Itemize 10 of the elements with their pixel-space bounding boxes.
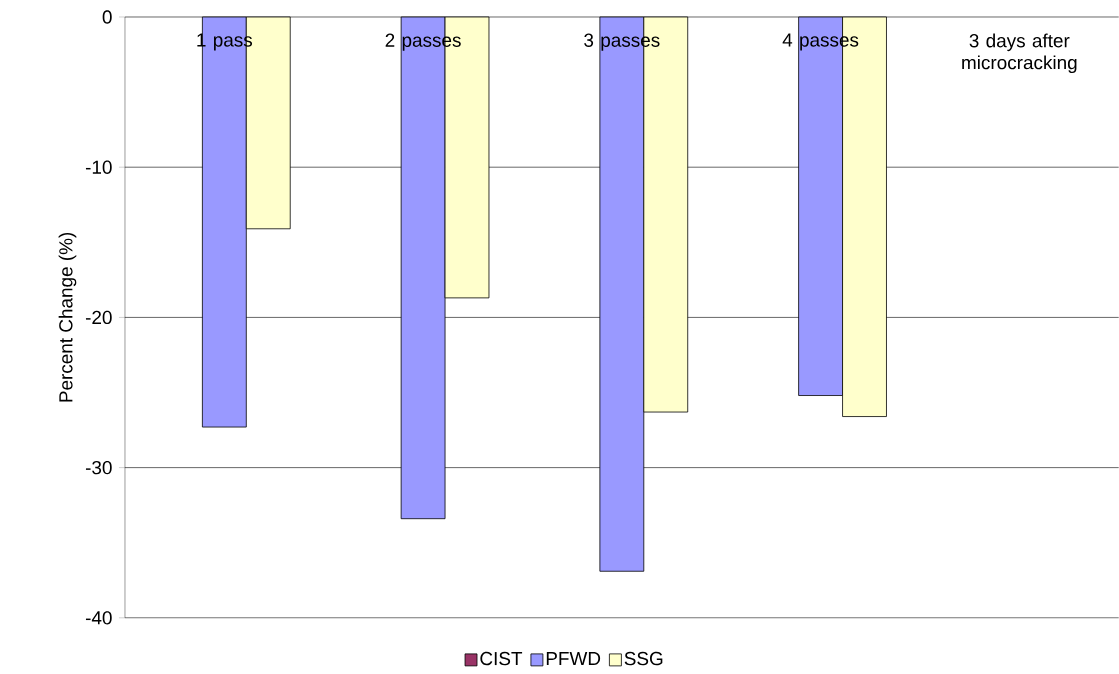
y-axis-title: Percent Change (%) [58, 233, 77, 402]
y-tick-label: -40 [85, 611, 112, 625]
legend-label: SSG [624, 651, 663, 666]
legend-label: CIST [480, 651, 523, 666]
x-tick-label: 3 days after microcracking [962, 33, 1077, 74]
y-tick-label: -10 [85, 160, 112, 174]
y-tick-label: 0 [102, 10, 112, 24]
legend-label: PFWD [546, 652, 601, 666]
y-tick-label: -20 [85, 310, 112, 325]
y-tick-label: -30 [85, 461, 112, 475]
